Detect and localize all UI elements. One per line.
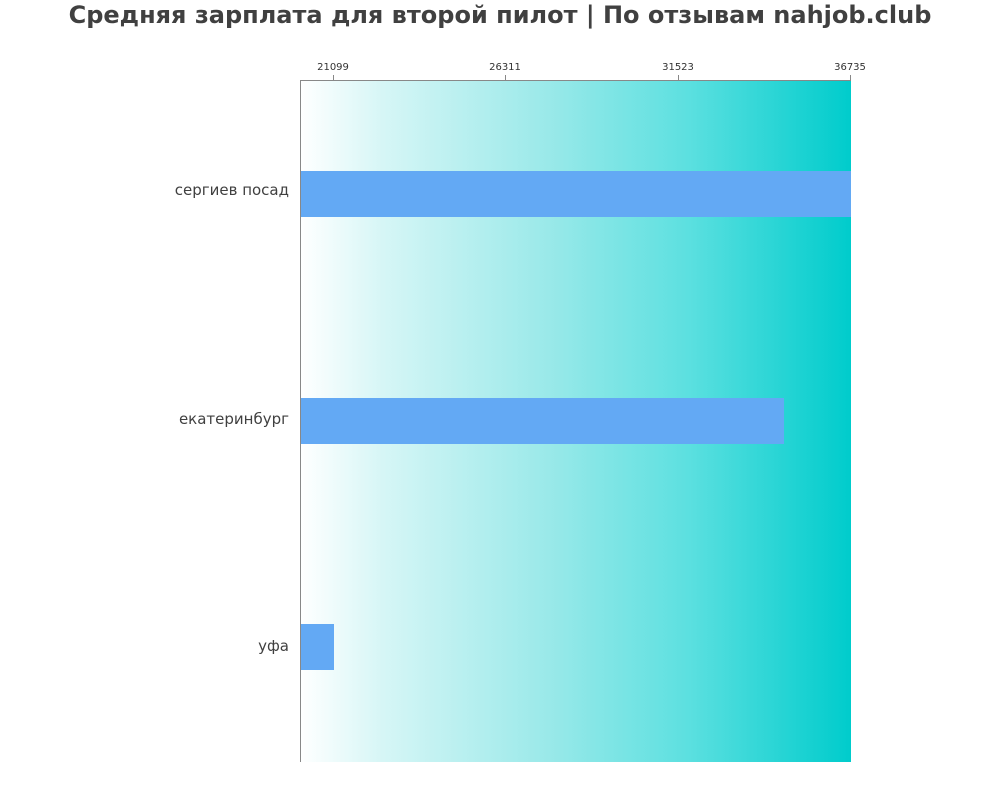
category-label: сергиев посад — [174, 181, 289, 199]
x-tick-label: 31523 — [662, 62, 694, 73]
y-axis-line — [300, 80, 301, 762]
x-tick — [678, 75, 679, 80]
x-tick — [505, 75, 506, 80]
x-tick — [333, 75, 334, 80]
x-tick-label: 36735 — [834, 62, 866, 73]
x-axis-line — [300, 80, 851, 81]
x-tick-label: 26311 — [489, 62, 521, 73]
bar-sergiev-posad — [301, 171, 851, 217]
x-tick — [850, 75, 851, 80]
bar-ufa — [301, 624, 334, 670]
category-label: уфа — [258, 637, 289, 655]
chart-title: Средняя зарплата для второй пилот | По о… — [68, 1, 932, 29]
x-tick-label: 21099 — [317, 62, 349, 73]
category-label: екатеринбург — [178, 410, 289, 428]
bar-ekaterinburg — [301, 398, 784, 444]
